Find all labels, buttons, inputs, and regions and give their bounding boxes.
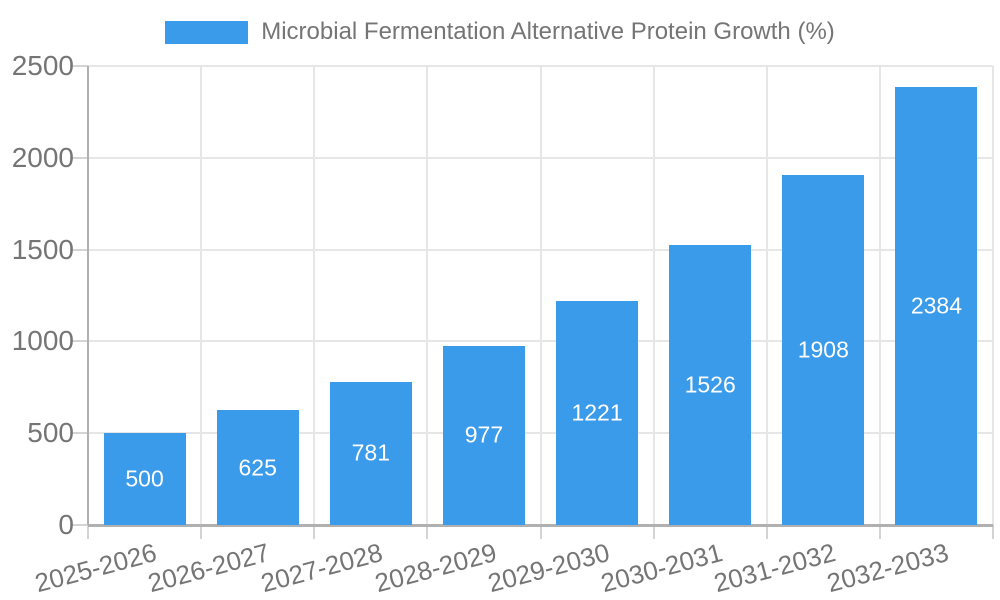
x-gridline [878,66,881,525]
y-axis-tick [70,432,88,435]
bar[interactable] [895,87,978,525]
x-gridline [992,66,994,525]
bar[interactable] [782,174,865,525]
bar-value-label: 977 [464,421,504,448]
bar-value-label: 781 [351,439,390,466]
bar[interactable] [329,381,412,525]
x-axis-line [88,524,993,527]
x-axis-tick [992,525,994,539]
bar[interactable] [216,410,299,525]
y-tick-label: 2000 [11,141,74,173]
bar-value-label: 1908 [797,336,849,363]
legend[interactable]: Microbial Fermentation Alternative Prote… [0,12,1000,52]
bar-value-label: 500 [125,465,164,492]
x-gridline [200,66,203,525]
y-axis-tick [70,524,88,526]
bar-value-label: 1221 [571,399,623,426]
x-axis-tick [878,525,881,539]
x-tick-label: 2031-2032 [710,537,839,599]
x-tick-label: 2026-2027 [145,537,273,599]
x-tick-label: 2029-2030 [484,537,613,599]
y-tick-label: 1500 [11,233,74,265]
legend-swatch [165,20,249,44]
x-gridline [539,66,542,525]
bar[interactable] [103,433,186,525]
x-axis-tick [765,525,768,539]
x-axis-tick [313,525,316,539]
x-gridline [313,66,316,525]
y-axis-tick [70,156,88,159]
x-tick-label: 2032-2033 [823,537,952,599]
y-axis-tick [70,248,88,251]
bar-value-label: 1526 [684,371,736,398]
x-tick-label: 2030-2031 [597,537,726,599]
bar-value-label: 625 [238,454,277,481]
y-axis-tick [70,65,88,67]
bar[interactable] [556,300,639,525]
y-tick-label: 2500 [11,50,74,81]
y-tick-label: 1000 [11,325,74,357]
x-tick-label: 2027-2028 [258,537,387,599]
x-tick-label: 2028-2029 [371,537,500,599]
y-tick-label: 0 [58,509,74,540]
x-axis-tick [652,525,655,539]
x-gridline [765,66,768,525]
x-axis-tick [539,525,542,539]
y-axis-line [87,66,89,525]
x-gridline [426,66,429,525]
bar[interactable] [669,244,752,525]
x-axis-tick [87,525,89,539]
x-gridline [652,66,655,525]
x-tick-label: 2025-2026 [31,537,160,599]
y-axis-tick [70,340,88,343]
y-tick-label: 500 [27,417,74,449]
x-axis-tick [426,525,429,539]
x-axis-tick [200,525,203,539]
bar-value-label: 2384 [910,292,963,319]
bar[interactable] [442,345,525,525]
legend-label: Microbial Fermentation Alternative Prote… [261,18,835,45]
